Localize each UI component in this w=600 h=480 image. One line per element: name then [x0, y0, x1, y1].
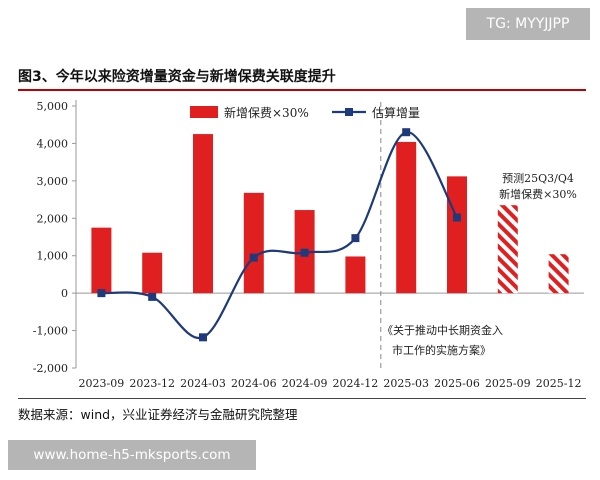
y-tick-label: 5,000	[37, 100, 69, 113]
bar	[91, 227, 112, 294]
bar	[396, 141, 417, 294]
legend-swatch-marker	[345, 108, 353, 116]
legend-label-line: 估算增量	[372, 105, 420, 120]
source-divider	[18, 398, 586, 399]
x-tick-label: 2023-09	[79, 377, 125, 390]
policy-note-line1: 《关于推动中长期资金入	[382, 323, 503, 337]
bar	[142, 252, 163, 294]
watermark-bottom: www.home-h5-mksports.com	[8, 440, 256, 470]
bar	[497, 205, 518, 294]
legend-swatch-bar	[190, 106, 218, 118]
line-point	[453, 213, 461, 222]
line-point	[402, 128, 411, 137]
y-tick-label: 1,000	[37, 250, 69, 263]
forecast-note-line1: 预测25Q3/Q4	[502, 172, 574, 185]
x-tick-label: 2024-03	[180, 377, 226, 390]
x-tick-label: 2025-09	[485, 377, 531, 390]
line-point	[351, 234, 360, 243]
x-tick-label: 2024-12	[333, 377, 379, 390]
bar	[193, 134, 213, 294]
bar	[447, 176, 467, 294]
x-tick-label: 2025-06	[434, 377, 480, 390]
line-point	[199, 333, 207, 342]
bar	[548, 254, 569, 294]
forecast-note-line2: 新增保费×30%	[499, 187, 577, 201]
line-point	[249, 253, 258, 262]
y-tick-label: -2,000	[33, 362, 68, 375]
bar	[345, 256, 366, 294]
source-note: 数据来源：wind，兴业证券经济与金融研究院整理	[18, 407, 298, 422]
bar	[243, 192, 264, 294]
x-tick-label: 2025-03	[383, 377, 429, 390]
x-tick-label: 2023-12	[129, 377, 175, 390]
y-tick-label: 2,000	[37, 212, 69, 225]
y-tick-label: 0	[61, 287, 68, 300]
line-point	[97, 289, 106, 298]
watermark-top: TG: MYYJJPP	[466, 8, 590, 40]
policy-note-line2: 市工作的实施方案》	[392, 343, 491, 357]
legend-label-bar: 新增保费×30%	[224, 105, 309, 120]
y-tick-label: -1,000	[33, 325, 68, 338]
y-tick-label: 4,000	[37, 137, 69, 150]
x-tick-label: 2024-06	[231, 377, 277, 390]
y-tick-label: 3,000	[37, 175, 69, 188]
x-tick-label: 2025-12	[536, 377, 582, 390]
x-tick-label: 2024-09	[282, 377, 328, 390]
line-point	[148, 292, 157, 301]
line-point	[300, 248, 309, 257]
title-divider	[18, 89, 586, 91]
chart-title: 图3、今年以来险资增量资金与新增保费关联度提升	[18, 69, 336, 85]
